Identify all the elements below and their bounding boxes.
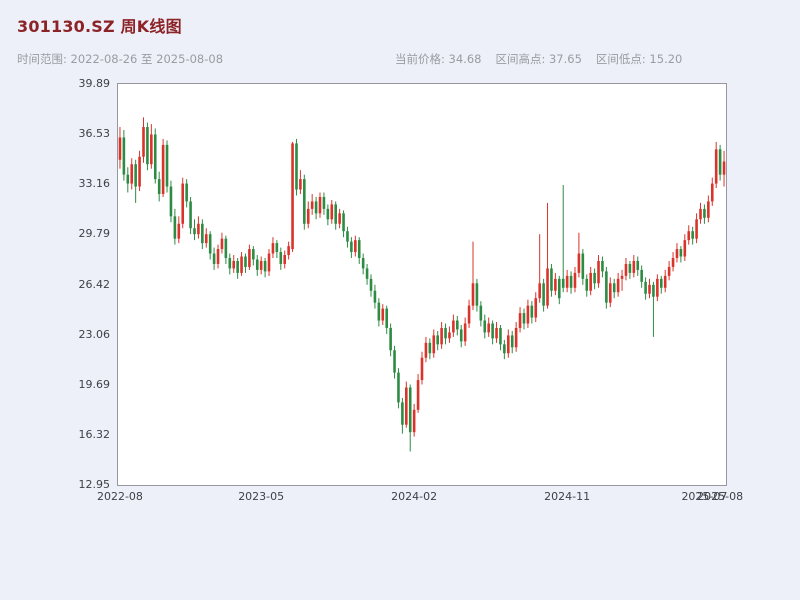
- x-tick-label: 2024-02: [391, 490, 438, 503]
- y-tick-label: 36.53: [78, 127, 111, 140]
- x-axis: 2022-08 2023-05 2024-02 2024-11 2025-07 2025-…: [97, 490, 743, 506]
- y-tick-label: 23.06: [78, 327, 111, 341]
- page-title: 301130.SZ 周K线图: [17, 17, 182, 36]
- y-tick-label: 19.69: [78, 377, 111, 391]
- candlestick-plot: [117, 83, 727, 486]
- y-tick-label: 26.42: [78, 277, 111, 291]
- x-tick-label: 2023-05: [238, 490, 285, 503]
- y-axis: 39.89 36.53 33.16 29.79 26.42 23.06 19.69 16.32…: [0, 77, 111, 491]
- x-tick-label: 2024-11: [544, 490, 591, 503]
- x-tick-label: 2025-07: [681, 490, 728, 503]
- range-high-label: 区间高点: 37.65: [495, 52, 582, 66]
- y-tick-label: 39.89: [78, 77, 111, 90]
- current-price-label: 当前价格: 34.68: [395, 52, 482, 66]
- candlestick-svg: [118, 117, 726, 452]
- range-low-label: 区间低点: 15.20: [595, 52, 683, 66]
- y-tick-label: 29.79: [78, 227, 111, 241]
- price-summary: 当前价格: 34.68 区间高点: 37.65 区间低点: 15.20: [395, 51, 696, 67]
- time-range-label: 时间范围: 2022-08-26 至 2025-08-08: [17, 52, 224, 66]
- x-tick-label: 2022-08: [96, 490, 143, 503]
- y-tick-label: 12.95: [78, 478, 111, 491]
- y-tick-label: 16.32: [78, 427, 111, 441]
- y-tick-label: 33.16: [78, 177, 111, 191]
- x-tick-label: 2025-08: [697, 490, 744, 503]
